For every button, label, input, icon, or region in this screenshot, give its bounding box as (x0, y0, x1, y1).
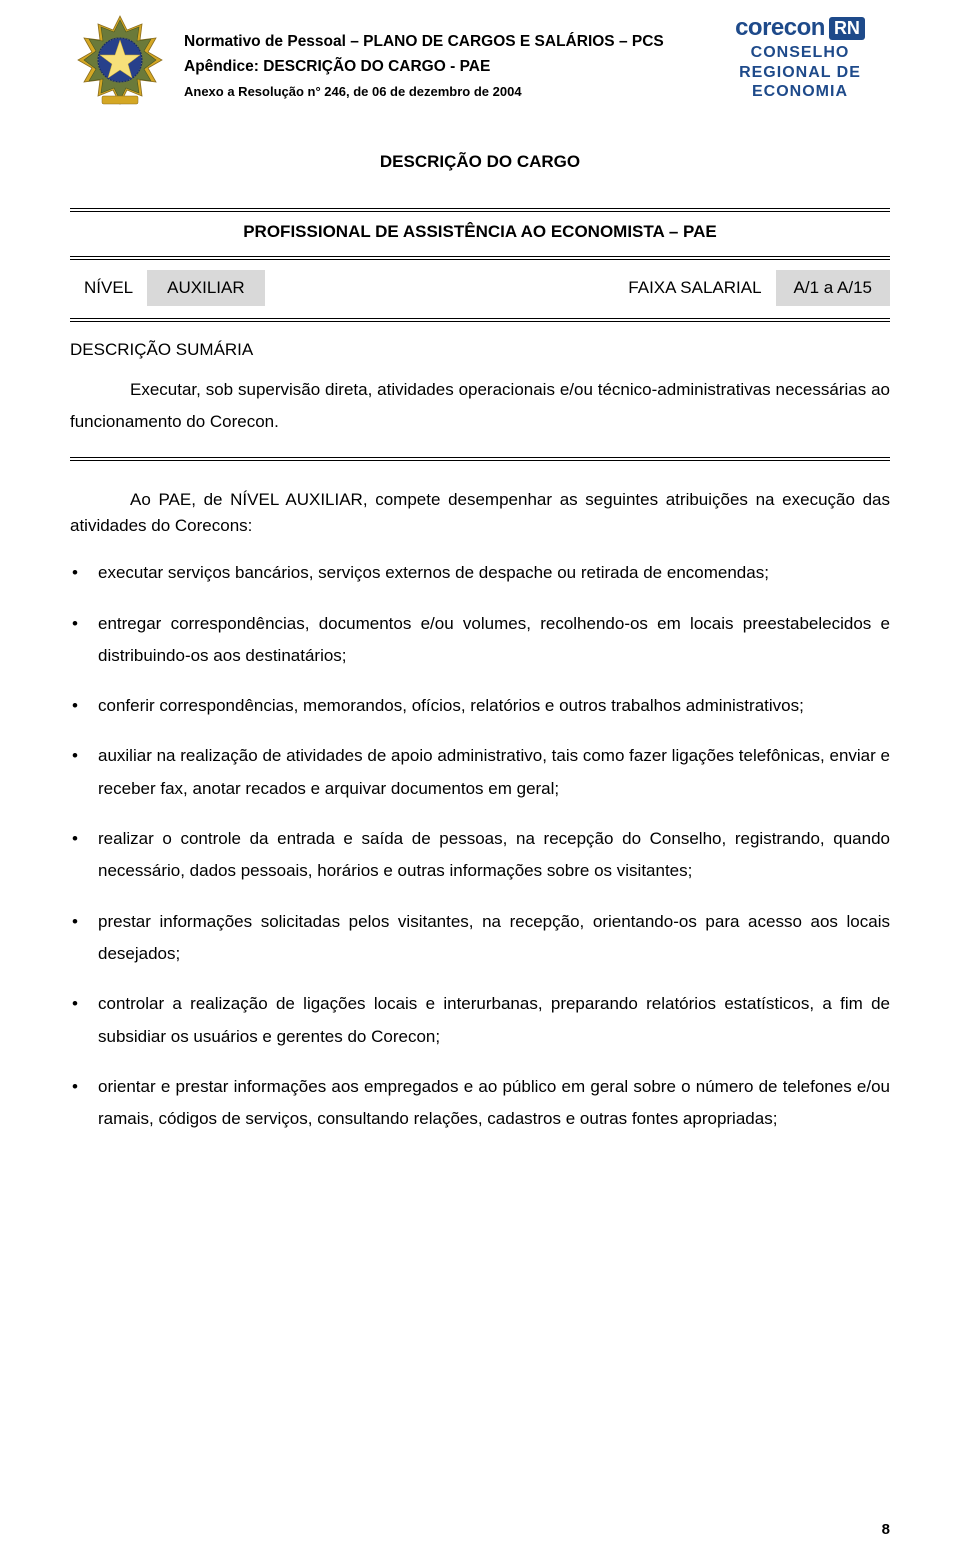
header-line-1: Normativo de Pessoal – PLANO DE CARGOS E… (184, 30, 696, 55)
meta-spacer (265, 270, 615, 306)
logo-sub-3: ECONOMIA (710, 83, 890, 101)
document-page: Normativo de Pessoal – PLANO DE CARGOS E… (0, 0, 960, 1562)
rule-under-summary (70, 457, 890, 461)
corecon-pill: corecon RN (710, 14, 890, 42)
emblem-icon (70, 10, 170, 110)
list-item: auxiliar na realização de atividades de … (70, 740, 890, 805)
rule-top (70, 208, 890, 212)
page-number: 8 (882, 1521, 890, 1538)
logo-sub-1: CONSELHO (710, 44, 890, 62)
nivel-value: AUXILIAR (147, 270, 264, 306)
header-line-2: Apêndice: DESCRIÇÃO DO CARGO - PAE (184, 55, 696, 80)
list-item: conferir correspondências, memorandos, o… (70, 690, 890, 722)
header-annex: Anexo a Resolução n° 246, de 06 de dezem… (184, 82, 696, 103)
rule-under-role (70, 256, 890, 260)
summary-heading: DESCRIÇÃO SUMÁRIA (70, 340, 890, 360)
faixa-label: FAIXA SALARIAL (614, 270, 775, 306)
rn-badge: RN (829, 17, 865, 40)
list-item: controlar a realização de ligações locai… (70, 988, 890, 1053)
list-item: prestar informações solicitadas pelos vi… (70, 906, 890, 971)
corecon-word: corecon (735, 14, 825, 42)
header-text-block: Normativo de Pessoal – PLANO DE CARGOS E… (184, 10, 696, 102)
faixa-value: A/1 a A/15 (776, 270, 890, 306)
list-item: orientar e prestar informações aos empre… (70, 1071, 890, 1136)
document-header: Normativo de Pessoal – PLANO DE CARGOS E… (70, 10, 890, 110)
list-item: entregar correspondências, documentos e/… (70, 608, 890, 673)
logo-sub-2: REGIONAL DE (710, 64, 890, 82)
duties-list: executar serviços bancários, serviços ex… (70, 557, 890, 1135)
summary-paragraph: Executar, sob supervisão direta, ativida… (70, 374, 890, 439)
corecon-logo: corecon RN CONSELHO REGIONAL DE ECONOMIA (710, 10, 890, 101)
intro-paragraph: Ao PAE, de NÍVEL AUXILIAR, compete desem… (70, 487, 890, 540)
document-title: DESCRIÇÃO DO CARGO (70, 152, 890, 172)
national-emblem (70, 10, 170, 110)
rule-under-meta (70, 318, 890, 322)
list-item: realizar o controle da entrada e saída d… (70, 823, 890, 888)
nivel-label: NÍVEL (70, 270, 147, 306)
list-item: executar serviços bancários, serviços ex… (70, 557, 890, 589)
role-title: PROFISSIONAL DE ASSISTÊNCIA AO ECONOMIST… (70, 222, 890, 242)
meta-row: NÍVEL AUXILIAR FAIXA SALARIAL A/1 a A/15 (70, 270, 890, 306)
